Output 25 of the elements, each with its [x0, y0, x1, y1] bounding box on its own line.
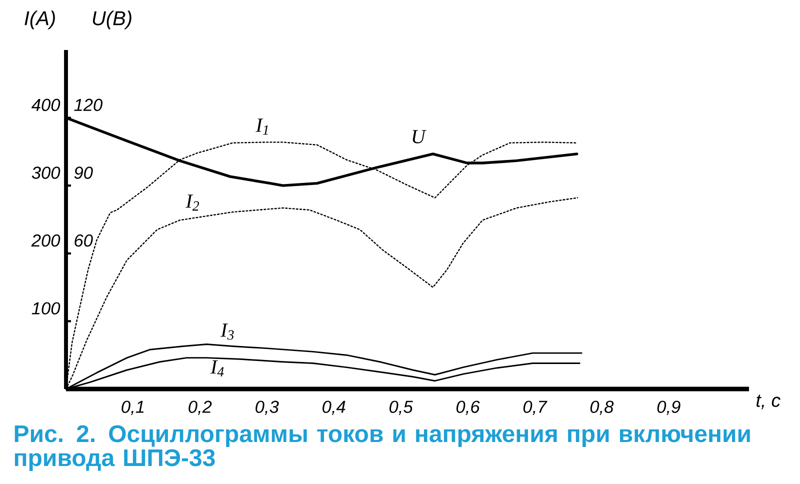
x-tick-label: 0,9 — [657, 400, 680, 416]
series-label: I$_{2}$ — [186, 194, 200, 211]
y-axis-title: I(A) — [24, 10, 55, 30]
x-tick-label: 0,5 — [390, 400, 413, 416]
x-tick-label: 0,1 — [122, 400, 144, 416]
series-label: I$_{3}$ — [220, 324, 234, 340]
y2-tick-label: 90 — [74, 166, 93, 179]
x-tick-label: 0,6 — [456, 400, 480, 416]
x-tick-label: 0,2 — [188, 400, 212, 416]
y2-tick-label: 120 — [74, 98, 102, 112]
y-tick-label: 300 — [32, 166, 60, 179]
series-label: I$_{4}$ — [210, 360, 224, 376]
x-tick-label: 0,8 — [590, 400, 614, 416]
x-tick-label: 0,7 — [523, 400, 548, 416]
y-tick-label: 100 — [32, 302, 60, 314]
x-tick-label: 0,4 — [322, 400, 346, 416]
y2-axis-title: U(B) — [92, 10, 132, 30]
text: Рис. 2. Осциллограммы токов и напряжения при включении привода ШПЭ-33 — [14, 425, 750, 471]
x-tick-label: 0,3 — [256, 400, 279, 416]
x-axis-title: t, c — [756, 394, 780, 410]
y2-tick-label: 60 — [74, 234, 93, 247]
series-label: U — [412, 130, 426, 144]
y-tick-label: 400 — [31, 98, 60, 112]
y-tick-label: 200 — [31, 234, 60, 247]
series-label: I$_{1}$ — [256, 118, 268, 135]
